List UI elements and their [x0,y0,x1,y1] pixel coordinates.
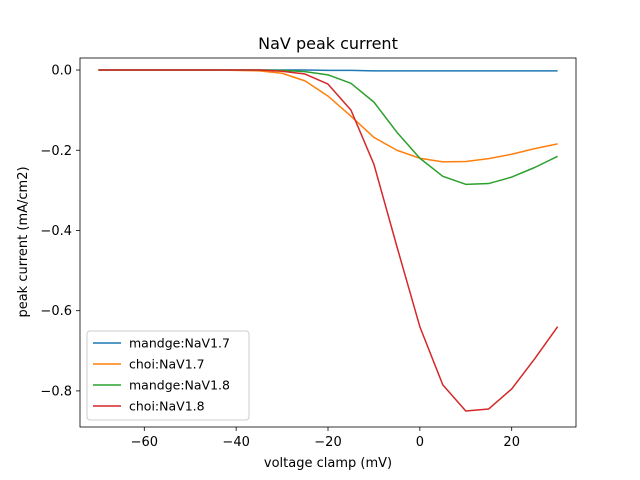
x-tick-label: 0 [416,435,424,450]
y-tick-label: −0.8 [40,384,72,399]
axes-frame [79,57,577,428]
x-axis-label: voltage clamp (mV) [264,456,392,471]
y-tick-label: 0.0 [51,64,72,79]
x-tick-label: −60 [131,435,158,450]
legend-label: choi:NaV1.7 [129,357,205,372]
chart-title: NaV peak current [258,34,398,53]
legend-label: mandge:NaV1.8 [129,378,230,393]
y-tick-label: −0.4 [40,224,72,239]
x-tick-label: −20 [314,435,341,450]
y-tick-label: −0.2 [40,144,72,159]
plot-area: −60 −40 −20 0 20 0.0 −0.2 −0.4 −0.6 −0.8 mandge:Na… [40,57,577,450]
legend-label: mandge:NaV1.7 [129,336,230,351]
x-tick-label: −40 [222,435,249,450]
y-axis-label: peak current (mA/cm2) [16,166,31,317]
legend-label: choi:NaV1.8 [129,399,205,414]
y-tick-label: −0.6 [40,304,72,319]
series-line-choi-nav1-8 [98,69,559,412]
legend-box [86,330,250,421]
x-tick-label: 20 [503,435,520,450]
